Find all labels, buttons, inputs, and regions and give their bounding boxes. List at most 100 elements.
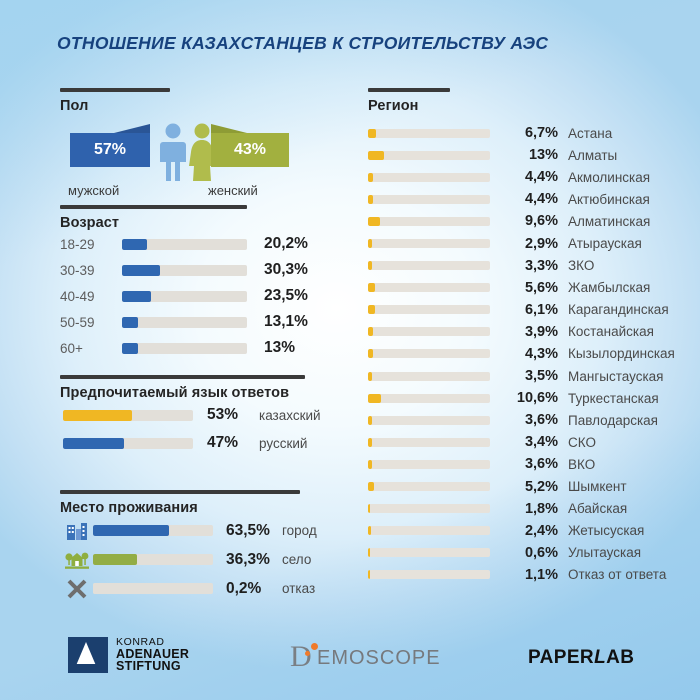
male-figure-icon [160, 123, 186, 181]
region-row-value: 2,4% [524, 522, 558, 539]
residence-row-label: село [282, 552, 312, 567]
age-row-label: 18-29 [60, 236, 95, 252]
age-row-label: 30-39 [60, 262, 95, 278]
bar-track [368, 194, 490, 204]
bar-fill [368, 415, 373, 425]
residence-row-label: город [282, 523, 317, 538]
bar-fill [368, 261, 372, 271]
age-row-value: 13% [264, 339, 296, 356]
region-row-value: 6,7% [524, 125, 558, 142]
paperlab-part2: L [594, 647, 607, 668]
footer-logos: KONRAD ADENAUER STIFTUNG D EMOSCOPE PAPE… [0, 635, 700, 687]
bar-track [368, 459, 490, 469]
region-row-label: Абайская [568, 501, 628, 517]
bar-fill [368, 437, 373, 447]
banner-fold [114, 124, 150, 133]
age-row-label: 60+ [60, 340, 83, 356]
residence-row-value: 63,5% [226, 521, 270, 539]
region-row-value: 4,3% [524, 345, 558, 362]
region-row: 13% Алматы [368, 144, 698, 166]
region-row: 3,5% Мангыстауская [368, 365, 698, 387]
bar-fill [368, 526, 371, 536]
paperlab-part3: AB [606, 647, 635, 668]
bar-fill [368, 504, 371, 514]
gender-male-value: 57% [93, 141, 127, 158]
residence-row-value: 0,2% [226, 579, 262, 597]
bar-fill [368, 393, 381, 403]
residence-row: 36,3% село [60, 545, 370, 574]
region-row-label: Алматы [568, 147, 618, 163]
bar-fill [368, 283, 375, 293]
kas-line-3: STIFTUNG [116, 659, 181, 674]
region-row: 5,6% Жамбылская [368, 277, 698, 299]
bar-track [368, 548, 490, 558]
language-chart: 53% казахский 47% русский [60, 401, 360, 457]
gender-female-value: 43% [233, 141, 267, 158]
bar-track [122, 290, 247, 302]
region-row-value: 6,1% [524, 301, 558, 318]
region-row-value: 5,6% [524, 279, 558, 296]
region-row: 1,8% Абайская [368, 498, 698, 520]
region-row-value: 0,6% [524, 544, 558, 561]
region-row-label: Костанайская [568, 324, 654, 340]
region-row-label: Алматинская [568, 213, 651, 229]
bar-track [368, 239, 490, 249]
region-row: 3,6% ВКО [368, 453, 698, 475]
region-row: 4,4% Акмолинская [368, 166, 698, 188]
region-row: 9,6% Алматинская [368, 210, 698, 232]
age-chart: 18-29 20,2% 30-39 30,3% 40-49 23,5% 50-59 13,1%… [60, 231, 350, 361]
bar-fill [368, 349, 374, 359]
region-row-label: Жетысуская [568, 523, 645, 539]
age-row-label: 50-59 [60, 314, 95, 330]
residence-row: 63,5% город [60, 516, 370, 545]
region-row: 3,3% ЗКО [368, 255, 698, 277]
residence-row-label: отказ [282, 581, 316, 596]
bar-fill [122, 290, 152, 302]
gender-female-label: женский [208, 183, 258, 198]
bar-track [122, 316, 247, 328]
bar-track [122, 238, 247, 250]
age-row-value: 30,3% [264, 261, 308, 278]
gender-male-banner: 57% [70, 124, 150, 167]
region-row: 10,6% Туркестанская [368, 387, 698, 409]
bar-track [368, 482, 490, 492]
region-row-value: 2,9% [524, 235, 558, 252]
bar-fill [368, 327, 373, 337]
section-gender: Пол 57% 43% мужской женский [60, 88, 300, 201]
region-row-value: 4,4% [524, 191, 558, 208]
kas-mark-icon [68, 637, 108, 674]
age-row-value: 23,5% [264, 287, 308, 304]
residence-chart: 63,5% город 36,3% село 0,2% отказ [60, 516, 370, 603]
demoscope-dot-small-icon [305, 651, 310, 656]
region-row-label: Атырауская [568, 236, 642, 252]
region-chart: 6,7% Астана 13% Алматы 4,4% Акмолинская 4,4% Ак… [368, 122, 698, 586]
region-row-value: 13% [528, 147, 558, 164]
kas-line-2: ADENAUER [116, 646, 190, 661]
age-row: 50-59 13,1% [60, 309, 350, 335]
section-residence: Место проживания 63,5% город 36,3% село 0,2%… [60, 490, 370, 603]
region-row: 5,2% Шымкент [368, 476, 698, 498]
banner-fold [211, 124, 247, 133]
region-row: 4,4% Актюбинская [368, 188, 698, 210]
logo-paperlab: PAPER L AB [528, 647, 634, 669]
age-row-label: 40-49 [60, 288, 95, 304]
section-divider [60, 88, 170, 92]
bar-track [93, 525, 213, 536]
kas-line-1: KONRAD [116, 636, 165, 648]
region-row: 2,9% Атырауская [368, 232, 698, 254]
bar-fill [368, 128, 377, 138]
section-language: Предпочитаемый язык ответов 53% казахский… [60, 375, 360, 457]
section-divider [60, 205, 247, 209]
region-row-value: 1,1% [524, 566, 558, 583]
region-row: 4,3% Кызылординская [368, 343, 698, 365]
region-row-value: 3,6% [524, 456, 558, 473]
region-row-label: Туркестанская [568, 390, 659, 406]
residence-row: 0,2% отказ [60, 574, 370, 603]
language-row-label: казахский [259, 407, 321, 423]
bar-track [368, 393, 490, 403]
residence-row-value: 36,3% [226, 550, 270, 568]
section-title-age: Возраст [60, 215, 120, 231]
bar-fill [368, 216, 380, 226]
bar-track [368, 305, 490, 315]
